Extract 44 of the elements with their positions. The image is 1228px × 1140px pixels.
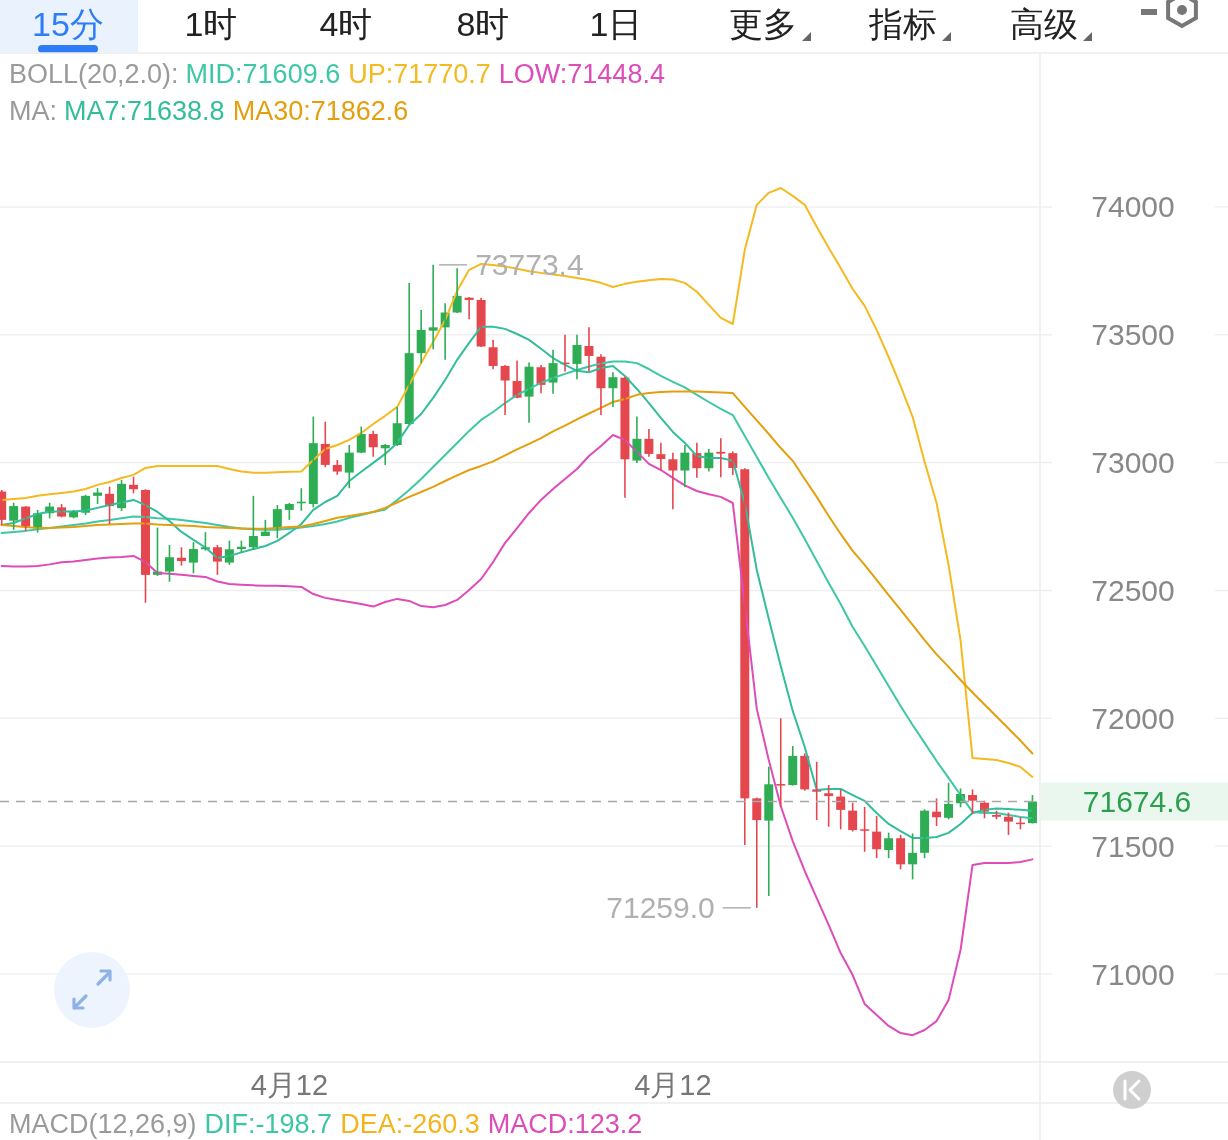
- y-tick-label: 73500: [1091, 318, 1175, 352]
- candlestick: [9, 501, 19, 531]
- y-tick-label: 71500: [1091, 829, 1175, 863]
- candlestick: [776, 717, 786, 808]
- text: UP:71770.7: [348, 59, 491, 89]
- x-tick-label: 4月12: [250, 1069, 329, 1101]
- text: 高级: [1010, 5, 1078, 43]
- text: 8时: [456, 5, 510, 43]
- annotation: MA:: [9, 96, 58, 126]
- candlestick: [824, 784, 834, 828]
- y-tick-label: 72000: [1091, 701, 1175, 735]
- candlestick: [860, 806, 870, 853]
- y-tick-label: 72500: [1091, 573, 1175, 607]
- candlestick: [968, 788, 978, 815]
- text: 1时: [184, 5, 238, 43]
- candlestick: [428, 264, 438, 351]
- x-tick-label: 4月12: [634, 1069, 712, 1101]
- line-series: [0, 390, 1034, 755]
- text: 1日: [589, 5, 643, 43]
- text: 更多: [729, 5, 797, 43]
- text: MA7:71638.8: [64, 96, 225, 126]
- text: 71674.6: [1082, 785, 1192, 819]
- text: MACD:123.2: [487, 1109, 643, 1139]
- candlestick: [188, 541, 198, 575]
- text: 指标: [868, 5, 937, 43]
- candlestick: [944, 781, 954, 821]
- text: DEA:-260.3: [340, 1109, 480, 1139]
- annotation: 71259.0: [606, 891, 715, 925]
- candlestick: [164, 544, 174, 583]
- annotation: BOLL(20,2.0):: [9, 59, 179, 89]
- line-series: [0, 433, 1034, 1037]
- candlestick: [1003, 811, 1013, 836]
- y-tick-label: 73000: [1091, 446, 1175, 480]
- candlestick: [884, 831, 894, 859]
- text: DIF:-198.7: [204, 1109, 333, 1139]
- text: MACD(12,26,9): [9, 1109, 197, 1139]
- y-tick-label: 71000: [1091, 957, 1175, 991]
- text: 4时: [319, 5, 373, 43]
- line-series: [0, 186, 1034, 778]
- text: 15分: [32, 5, 104, 43]
- text: MID:71609.6: [185, 59, 341, 89]
- text: MA30:71862.6: [232, 96, 409, 126]
- y-tick-label: 74000: [1091, 190, 1175, 224]
- text: LOW:71448.4: [498, 59, 665, 89]
